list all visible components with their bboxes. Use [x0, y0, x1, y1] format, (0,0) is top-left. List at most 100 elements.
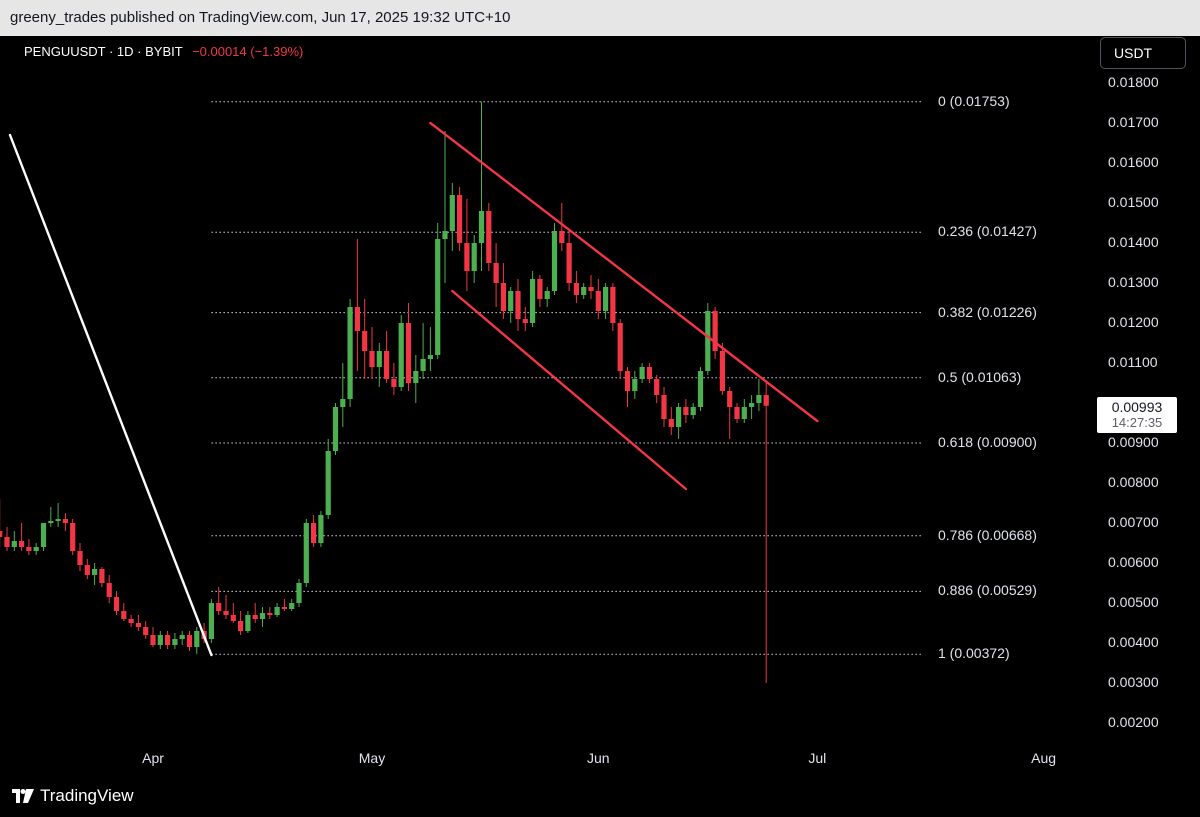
price-tick: 0.01300 — [1108, 274, 1159, 290]
fib-label: 0.618 (0.00900) — [938, 434, 1037, 450]
candle-body — [697, 371, 704, 407]
candle-body — [11, 541, 17, 547]
candle-body — [661, 395, 667, 419]
candle-body — [157, 635, 163, 645]
candle-body — [347, 307, 353, 399]
candle-body — [4, 537, 10, 547]
candle-body — [595, 291, 601, 311]
candle-body — [719, 351, 725, 391]
candle-body — [281, 607, 287, 609]
price-tick: 0.01800 — [1108, 74, 1159, 90]
fib-label: 0.886 (0.00529) — [938, 582, 1037, 599]
candle-body — [588, 287, 594, 291]
candle-body — [128, 619, 134, 623]
candle-body — [259, 613, 266, 619]
candle-body — [537, 279, 543, 299]
candle-body — [420, 359, 426, 371]
trendline-channel-bottom — [451, 289, 688, 491]
candle-body — [690, 407, 696, 415]
candle-body — [471, 243, 477, 271]
price-tick: 0.00700 — [1108, 514, 1159, 530]
candle-body — [646, 367, 652, 379]
price-tick: 0.00400 — [1108, 634, 1159, 650]
price-tick: 0.01100 — [1108, 354, 1158, 370]
fib-label: 0.236 (0.01427) — [938, 223, 1037, 240]
candle-body — [252, 615, 258, 619]
candle-body — [84, 565, 90, 575]
candle-body — [398, 323, 404, 387]
candle-body — [92, 569, 98, 575]
candle-body — [303, 523, 309, 583]
candle-body — [325, 451, 331, 515]
date-tick: Jun — [587, 750, 610, 766]
candle-body — [515, 291, 521, 319]
candle-body — [624, 371, 631, 391]
candle-body — [617, 323, 623, 371]
currency-button[interactable]: USDT — [1100, 37, 1186, 69]
candle-body — [274, 607, 280, 615]
candle-body — [478, 211, 485, 243]
candle-body — [544, 291, 550, 299]
last-price-tag: 0.00993 14:27:35 — [1097, 397, 1177, 433]
candle-body — [296, 583, 302, 603]
candle-body — [391, 379, 397, 387]
bar-countdown: 14:27:35 — [1111, 415, 1163, 430]
symbol-legend: PENGUUSDT · 1D · BYBIT −0.00014 (−1.39%) — [24, 44, 303, 59]
candle-body — [135, 623, 141, 627]
candle-body — [712, 311, 718, 351]
candle-body — [150, 635, 156, 645]
candle-body — [289, 603, 295, 609]
candle-body — [413, 371, 419, 383]
published-text: greeny_trades published on TradingView.c… — [10, 9, 511, 26]
price-tick: 0.00300 — [1108, 674, 1159, 690]
price-tick: 0.01400 — [1108, 234, 1159, 250]
candle-body — [581, 287, 587, 295]
candle-body — [194, 631, 200, 647]
candle-body — [238, 621, 244, 631]
last-price: 0.00993 — [1111, 399, 1163, 415]
candle-body — [603, 287, 609, 311]
candle-body — [705, 311, 711, 371]
candle-body — [610, 287, 616, 323]
price-tick: 0.00500 — [1108, 594, 1159, 610]
trendline-channel-top — [429, 121, 819, 423]
candle-body — [559, 231, 565, 243]
price-change: −0.00014 (−1.39%) — [192, 44, 304, 59]
candle-body — [427, 355, 433, 359]
candle-body — [376, 351, 382, 367]
candle-body — [405, 323, 412, 383]
candle-body — [683, 407, 689, 415]
tradingview-logo[interactable]: TradingView — [12, 786, 134, 806]
tradingview-brand: TradingView — [40, 786, 134, 805]
fib-label: 0.786 (0.00668) — [938, 526, 1037, 543]
candle-body — [223, 611, 229, 615]
candle-body — [384, 351, 390, 379]
candle-body — [340, 399, 346, 407]
candle-body — [245, 615, 251, 631]
candle-body — [763, 395, 769, 406]
candle-body — [354, 307, 360, 331]
candle-body — [522, 319, 528, 323]
symbol-info: PENGUUSDT · 1D · BYBIT — [24, 44, 183, 59]
candle-body — [62, 519, 68, 523]
candle-body — [756, 395, 762, 403]
candle-body — [230, 615, 236, 621]
candle-body — [48, 521, 54, 523]
candle-body — [172, 639, 178, 645]
candle-body — [573, 283, 579, 295]
date-tick: Apr — [142, 750, 164, 766]
candle-body — [70, 523, 76, 551]
date-tick: Aug — [1031, 750, 1057, 766]
candle-body — [442, 231, 448, 239]
candle-body — [55, 519, 61, 521]
candle-body — [0, 531, 3, 537]
candle-body — [566, 243, 572, 283]
chart-pane[interactable] — [10, 36, 1200, 776]
candle-body — [530, 279, 536, 323]
price-tick: 0.00600 — [1108, 554, 1159, 570]
fib-label: 1 (0.00372) — [938, 645, 1010, 662]
price-tick: 0.00200 — [1108, 714, 1159, 730]
candle-body — [26, 547, 32, 551]
fib-label: 0 (0.01753) — [938, 92, 1010, 109]
